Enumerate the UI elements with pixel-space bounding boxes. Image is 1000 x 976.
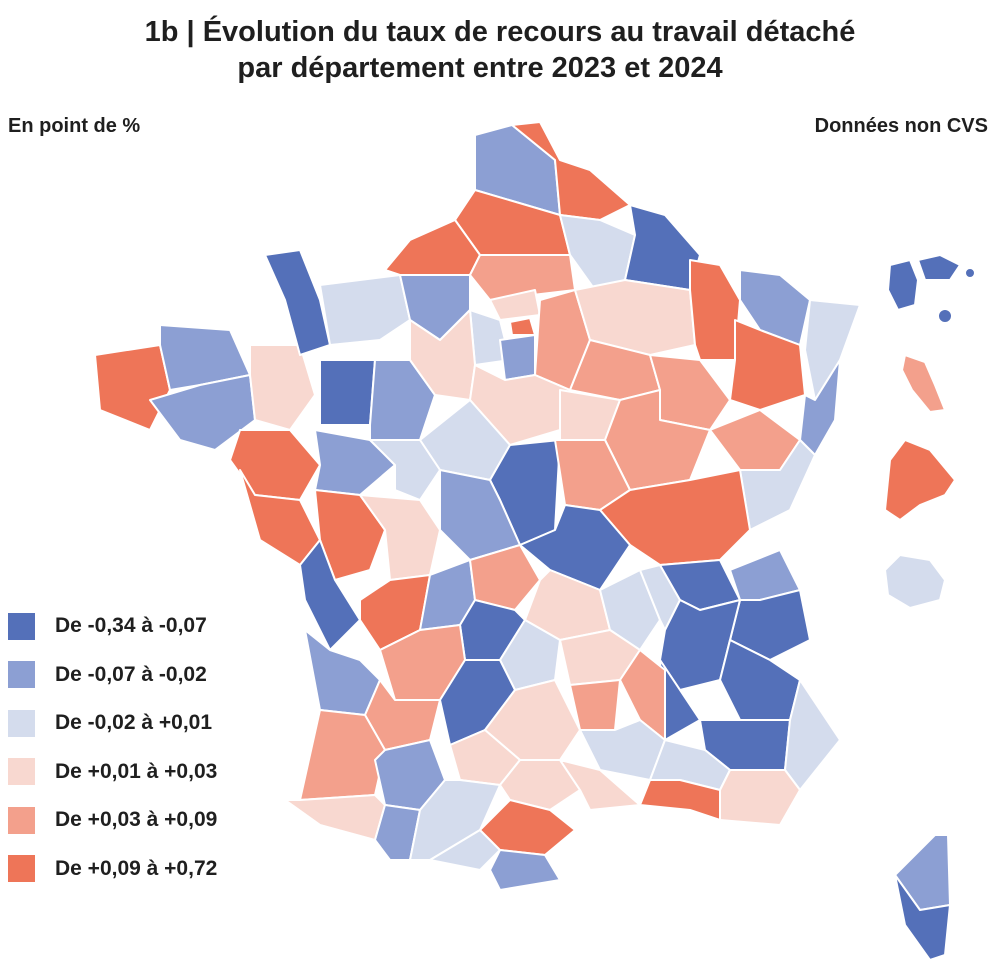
- region-guadeloupe-islet: [964, 267, 976, 279]
- chart-title: 1b | Évolution du taux de recours au tra…: [0, 14, 1000, 86]
- region-guadeloupe-island: [937, 308, 953, 324]
- region-pyrenees-atlantiques: [284, 794, 386, 841]
- legend: De -0,34 à -0,07 De -0,07 à -0,02 De -0,…: [8, 602, 217, 893]
- region-la-reunion: [884, 554, 946, 609]
- legend-swatch: [8, 661, 35, 689]
- legend-item: De -0,02 à +0,01: [8, 699, 217, 748]
- region-ardeche: [619, 649, 666, 741]
- region-corse-du-sud: [894, 874, 951, 961]
- region-loire: [599, 569, 661, 651]
- region-ardennes: [624, 204, 701, 291]
- legend-swatch: [8, 806, 35, 834]
- region-gironde: [304, 629, 381, 716]
- region-meurthe: [729, 319, 806, 411]
- region-guyane: [884, 439, 956, 521]
- legend-item: De +0,01 à +0,03: [8, 748, 217, 797]
- region-guadeloupe-east: [917, 254, 961, 281]
- region-mayenne: [319, 359, 376, 426]
- region-finistere: [94, 344, 171, 431]
- region-manche: [264, 249, 331, 356]
- region-guadeloupe: [887, 259, 919, 311]
- legend-label: De -0,07 à -0,02: [55, 662, 207, 686]
- region-meuse: [689, 259, 741, 361]
- region-pyrenees-orientales: [489, 849, 561, 891]
- legend-item: De -0,34 à -0,07: [8, 602, 217, 651]
- region-loire-atlantique: [229, 429, 321, 501]
- region-creuse: [469, 544, 541, 611]
- legend-label: De -0,34 à -0,07: [55, 614, 207, 638]
- legend-item: De -0,07 à -0,02: [8, 651, 217, 700]
- note-label: Données non CVS: [814, 115, 988, 137]
- region-orne: [319, 274, 411, 346]
- region-var: [719, 769, 801, 826]
- legend-swatch: [8, 758, 35, 786]
- region-alpes-maritimes: [784, 679, 841, 791]
- legend-label: De +0,09 à +0,72: [55, 856, 218, 880]
- legend-swatch: [8, 612, 35, 640]
- region-saone-et-loire: [599, 469, 751, 566]
- unit-label: En point de %: [8, 115, 141, 137]
- legend-label: De -0,02 à +0,01: [55, 711, 213, 735]
- region-haute-marne: [649, 354, 731, 431]
- legend-label: De +0,03 à +0,09: [55, 808, 218, 832]
- legend-swatch: [8, 709, 35, 737]
- legend-label: De +0,01 à +0,03: [55, 759, 218, 783]
- legend-item: De +0,03 à +0,09: [8, 796, 217, 845]
- legend-swatch: [8, 855, 35, 883]
- region-herault: [559, 759, 641, 811]
- region-haute-garonne: [409, 779, 501, 861]
- region-lozere: [569, 679, 621, 731]
- region-essonne: [499, 334, 536, 381]
- region-ille-et-vilaine: [249, 344, 316, 431]
- region-paris: [509, 317, 536, 336]
- title-line-2: par département entre 2023 et 2024: [237, 52, 723, 84]
- region-martinique: [901, 354, 946, 413]
- region-bouches-du-rhone: [639, 779, 721, 821]
- title-line-1: 1b | Évolution du taux de recours au tra…: [144, 16, 856, 48]
- legend-item: De +0,09 à +0,72: [8, 845, 217, 894]
